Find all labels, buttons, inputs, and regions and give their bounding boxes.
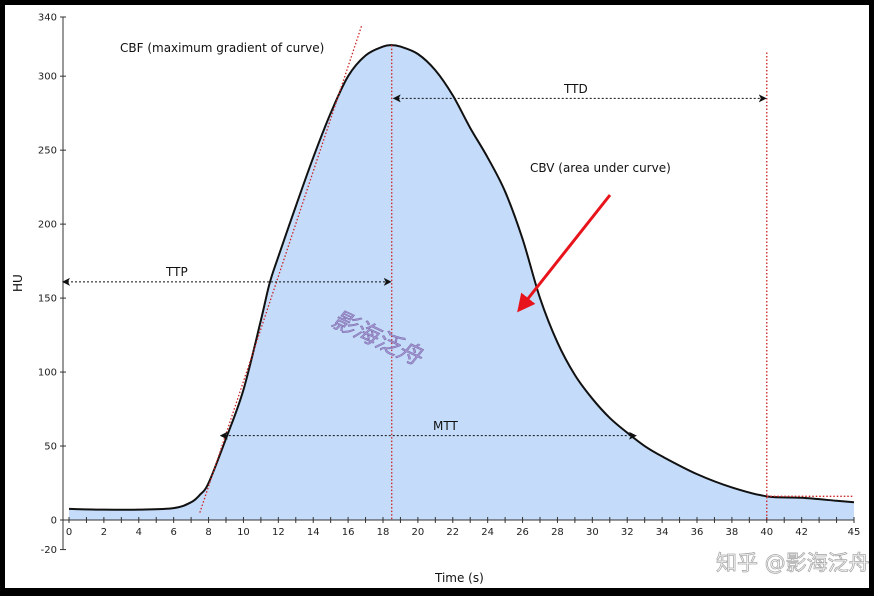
y-tick-label: 250 [38,146,57,157]
y-axis-label: HU [11,274,25,292]
y-tick-label: 50 [44,442,57,453]
x-tick-label: 8 [205,527,211,538]
x-tick-label: 2 [101,527,107,538]
x-tick-label: 18 [377,527,390,538]
x-tick-label: 10 [237,527,250,538]
x-tick-label: 6 [170,527,176,538]
x-tick-label: 24 [481,527,494,538]
x-tick-label: 42 [795,527,808,538]
x-tick-label: 16 [342,527,355,538]
x-tick-label: 26 [516,527,529,538]
ttd-label: TTD [563,82,588,96]
x-tick-label: 14 [307,527,320,538]
cbv-label: CBV (area under curve) [530,161,671,175]
x-tick-label: 32 [621,527,634,538]
x-tick-label: 0 [66,527,72,538]
x-tick-label: 12 [272,527,285,538]
y-tick-label: 100 [38,368,57,379]
x-tick-label: 38 [726,527,739,538]
x-tick-label: 34 [656,527,669,538]
x-axis-label: Time (s) [434,571,484,585]
x-tick-label: 40 [760,527,773,538]
x-tick-label: 36 [691,527,704,538]
y-tick-label: 0 [51,516,57,527]
y-tick-label: 200 [38,220,57,231]
mtt-label: MTT [433,419,458,433]
ttp-label: TTP [165,265,188,279]
x-tick-label: 45 [848,527,861,538]
area-under-curve [69,45,854,520]
y-tick-label: 340 [38,13,57,24]
x-tick-label: 4 [136,527,142,538]
watermark-corner: 知乎 @影海泛舟 [716,551,870,575]
y-tick-label: 150 [38,294,57,305]
x-tick-label: 22 [446,527,459,538]
x-tick-label: 28 [551,527,564,538]
cbf-label: CBF (maximum gradient of curve) [120,41,324,55]
curve-line [68,44,855,511]
y-tick-label: -20 [41,545,57,556]
y-tick-label: 300 [38,72,57,83]
x-tick-label: 30 [586,527,599,538]
x-tick-label: 20 [412,527,425,538]
cbv-red-arrow [517,194,612,313]
